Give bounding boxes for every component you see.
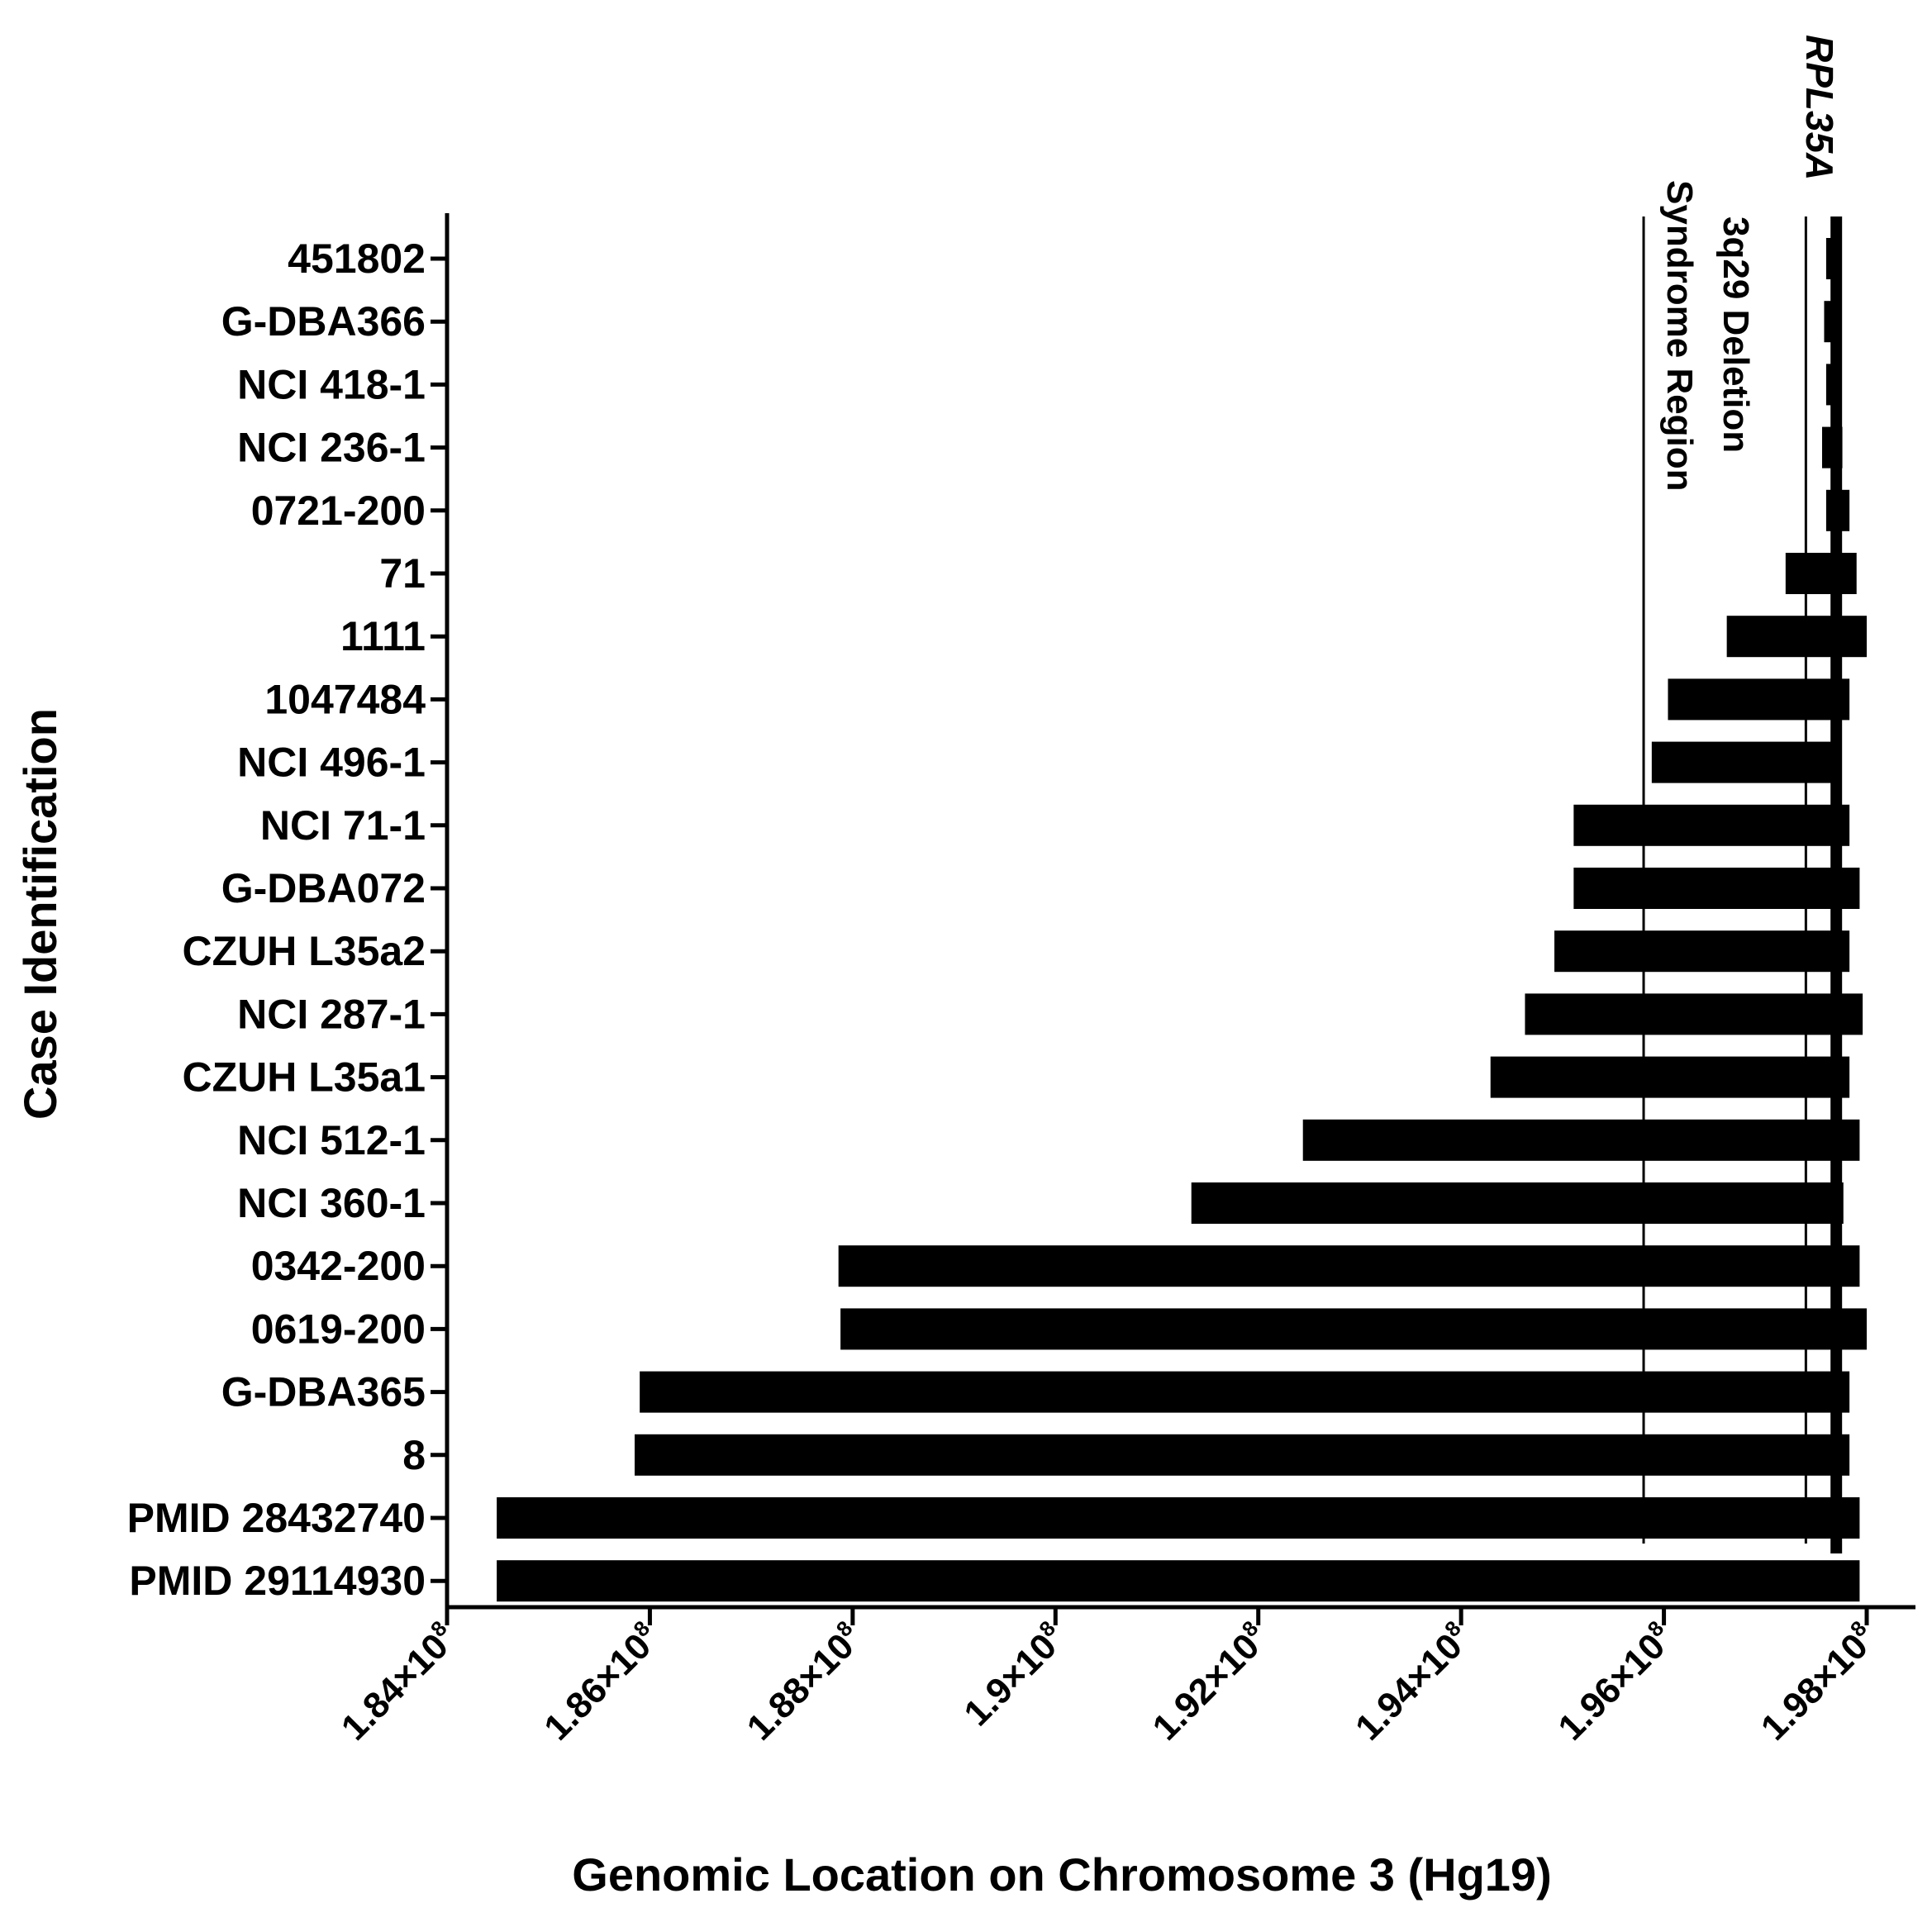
- case-label: G-DBA366: [221, 298, 426, 345]
- case-label: PMID 28432740: [127, 1495, 426, 1541]
- case-label: 1047484: [264, 676, 426, 722]
- case-label: CZUH L35a2: [182, 928, 426, 974]
- deletion-bar: [840, 1308, 1868, 1350]
- deletion-bar: [1825, 364, 1842, 406]
- x-tick-labels: 1.84×108 1.86×108 1.88×108 1.9×108 1.92×108 1…: [332, 1615, 1884, 1748]
- x-tick-label: 1.9×108: [954, 1615, 1073, 1734]
- case-label: 0619-200: [251, 1306, 426, 1352]
- case-label: NCI 418-1: [237, 361, 426, 407]
- case-label: 71: [379, 550, 426, 597]
- deletion-bar: [635, 1434, 1850, 1476]
- case-label: 0721-200: [251, 488, 426, 534]
- case-label: 0342-200: [251, 1243, 426, 1289]
- case-label: NCI 496-1: [237, 740, 426, 786]
- x-tick-label: 1.92×108: [1143, 1615, 1275, 1748]
- deletion-bar: [838, 1245, 1860, 1287]
- deletion-bar: [497, 1560, 1860, 1602]
- x-tick-label: 1.88×108: [738, 1615, 870, 1748]
- deletion-bar: [1668, 678, 1850, 721]
- x-tick-label: 1.96×108: [1549, 1615, 1681, 1748]
- case-label: 8: [402, 1432, 426, 1478]
- x-axis-title: Genomic Location on Chromosome 3 (Hg19): [572, 1848, 1551, 1901]
- deletion-bars: [497, 238, 1868, 1602]
- x-tick-label: 1.86×108: [535, 1615, 667, 1748]
- case-label: NCI 512-1: [237, 1117, 426, 1163]
- gene-label: RPL35A: [1798, 35, 1841, 180]
- x-tick-label: 1.84×108: [332, 1615, 464, 1748]
- case-label: 1111: [340, 613, 426, 659]
- deletion-bar: [1824, 301, 1841, 343]
- deletion-bar: [1554, 930, 1850, 973]
- deletion-bar: [1191, 1182, 1844, 1224]
- case-label: NCI 360-1: [237, 1180, 426, 1226]
- case-label: NCI 287-1: [237, 991, 426, 1037]
- region-label-line1: 3q29 Deletion: [1715, 216, 1756, 453]
- deletion-bar: [1651, 741, 1837, 783]
- deletion-bar: [1302, 1119, 1860, 1161]
- deletion-bar: [1726, 616, 1867, 658]
- deletion-bar: [1490, 1056, 1850, 1098]
- case-label: 451802: [288, 235, 426, 282]
- y-axis-title: Case Identification: [14, 708, 66, 1120]
- axes: [431, 213, 1915, 1625]
- deletion-bar: [1825, 238, 1842, 279]
- deletion-bar: [1825, 489, 1850, 531]
- reference-labels: Syndrome Region 3q29 Deletion RPL35A: [1659, 35, 1841, 492]
- case-labels: 451802 G-DBA366 NCI 418-1 NCI 236-1 0721-200…: [127, 235, 426, 1604]
- case-label: NCI 236-1: [237, 425, 426, 471]
- case-label: PMID 29114930: [129, 1558, 426, 1604]
- deletion-bar: [1525, 993, 1863, 1035]
- case-label: NCI 71-1: [260, 802, 426, 849]
- deletion-bar: [497, 1497, 1860, 1539]
- case-label: G-DBA365: [221, 1369, 426, 1415]
- deletion-bar: [1785, 553, 1857, 594]
- deletion-bar: [1822, 426, 1843, 469]
- deletion-bar: [1573, 868, 1860, 909]
- x-tick-label: 1.98×108: [1752, 1615, 1884, 1748]
- deletion-bar: [1573, 804, 1850, 846]
- case-label: G-DBA072: [221, 865, 426, 911]
- deletion-bar: [640, 1371, 1850, 1413]
- case-label: CZUH L35a1: [182, 1054, 426, 1101]
- x-tick-label: 1.94×108: [1346, 1615, 1478, 1748]
- region-label-line2: Syndrome Region: [1659, 180, 1700, 492]
